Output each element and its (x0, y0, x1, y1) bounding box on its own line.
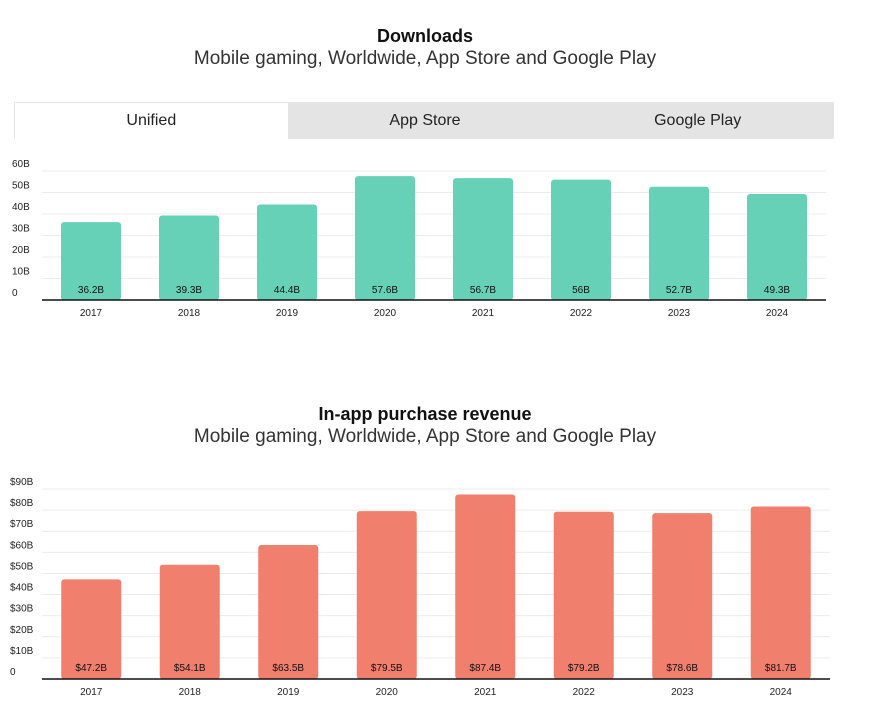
revenue-chart-subtitle: Mobile gaming, Worldwide, App Store and … (193, 426, 657, 447)
x-tick-label: 2017 (80, 687, 103, 698)
data-label: 39.3B (176, 285, 202, 296)
bar-2021[interactable] (453, 178, 513, 300)
data-label: 56B (572, 285, 590, 296)
bar-2018[interactable] (159, 564, 220, 679)
x-tick-label: 2017 (80, 308, 103, 319)
bar-2023[interactable] (649, 186, 709, 300)
bar-2024[interactable] (747, 194, 807, 300)
x-tick-label: 2020 (374, 308, 397, 319)
data-label: $63.5B (272, 663, 304, 674)
data-label: $79.5B (371, 663, 403, 674)
y-tick-label: $50B (10, 561, 34, 572)
tab-unified[interactable]: Unified (14, 102, 289, 139)
bar-2020[interactable] (355, 176, 415, 300)
x-tick-label: 2018 (178, 308, 201, 319)
y-tick-label: $40B (10, 583, 34, 594)
store-tabs: Unified App Store Google Play (14, 102, 834, 139)
x-tick-label: 2018 (179, 687, 202, 698)
x-tick-label: 2024 (770, 687, 793, 698)
y-tick-label: $20B (10, 625, 34, 636)
data-label: 36.2B (78, 285, 104, 296)
bar-2019[interactable] (258, 544, 319, 679)
data-label: 57.6B (372, 285, 398, 296)
y-tick-label: $10B (10, 646, 34, 657)
y-tick-label: $70B (10, 519, 34, 530)
x-tick-label: 2022 (573, 687, 596, 698)
y-tick-label: 30B (12, 224, 30, 235)
data-label: 44.4B (274, 285, 300, 296)
bar-2021[interactable] (455, 494, 516, 679)
y-tick-label: 20B (12, 245, 30, 256)
bar-2019[interactable] (257, 204, 317, 300)
x-tick-label: 2023 (671, 687, 694, 698)
y-tick-label: 40B (12, 202, 30, 213)
data-label: $87.4B (469, 663, 501, 674)
x-tick-label: 2020 (376, 687, 399, 698)
x-tick-label: 2019 (276, 308, 299, 319)
y-tick-label: $90B (10, 477, 34, 488)
y-tick-label: $80B (10, 498, 34, 509)
x-tick-label: 2021 (472, 308, 495, 319)
data-label: $54.1B (174, 663, 206, 674)
downloads-chart-subtitle: Mobile gaming, Worldwide, App Store and … (193, 48, 657, 69)
y-tick-label: 50B (12, 181, 30, 192)
data-label: 49.3B (764, 285, 790, 296)
bar-2022[interactable] (553, 511, 614, 679)
y-tick-label: $60B (10, 540, 34, 551)
revenue-chart-title: In-app purchase revenue (318, 404, 532, 424)
data-label: $79.2B (568, 663, 600, 674)
tab-google-play[interactable]: Google Play (654, 111, 742, 129)
y-tick-label: $30B (10, 604, 34, 615)
x-tick-label: 2019 (277, 687, 300, 698)
x-tick-label: 2023 (668, 308, 691, 319)
y-tick-label: 0 (12, 288, 18, 299)
data-label: 56.7B (470, 285, 496, 296)
bar-2024[interactable] (750, 506, 811, 679)
data-label: $78.6B (666, 663, 698, 674)
downloads-chart-title: Downloads (376, 26, 473, 46)
y-tick-label: 60B (12, 159, 30, 170)
bar-2017[interactable] (61, 579, 122, 679)
bar-2020[interactable] (356, 511, 417, 679)
bar-2017[interactable] (61, 222, 121, 300)
y-tick-label: 0 (10, 667, 16, 678)
data-label: 52.7B (666, 285, 692, 296)
tab-app-store[interactable]: App Store (389, 111, 461, 129)
bar-2018[interactable] (159, 215, 219, 300)
data-label: $81.7B (765, 663, 797, 674)
x-tick-label: 2022 (570, 308, 593, 319)
y-tick-label: 10B (12, 267, 30, 278)
x-tick-label: 2024 (766, 308, 789, 319)
bar-2023[interactable] (652, 513, 713, 679)
x-tick-label: 2021 (474, 687, 497, 698)
bar-2022[interactable] (551, 179, 611, 300)
data-label: $47.2B (75, 663, 107, 674)
